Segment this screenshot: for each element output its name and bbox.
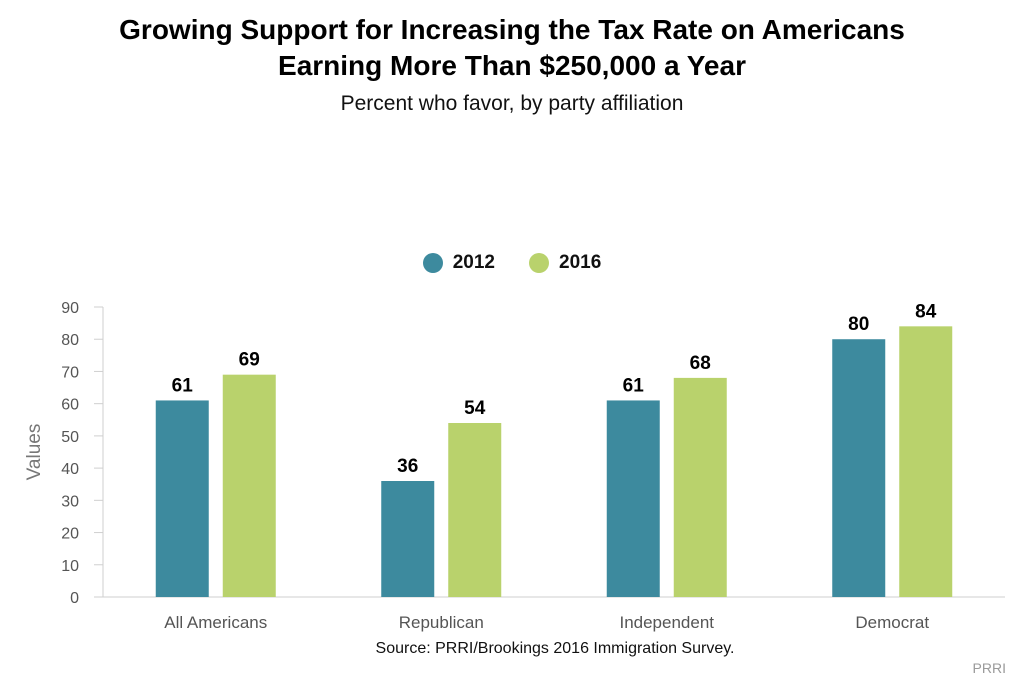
y-tick-label: 20 [61,526,79,543]
y-tick-label: 30 [61,493,79,510]
bar-2012 [606,400,660,597]
legend-swatch-2016 [529,253,549,273]
y-tick-label: 50 [61,429,79,446]
legend-swatch-2012 [422,253,443,273]
data-label-2012: 61 [623,375,645,396]
legend: 2012 2016 [0,252,1024,274]
chart-title-line-2: Earning More Than $250,000 a Year [278,50,746,81]
x-tick-label: Independent [619,613,714,632]
x-tick-label: Democrat [855,613,929,632]
bar-2012 [832,339,886,597]
y-tick-label: 70 [61,364,79,381]
bar-2012 [381,481,435,597]
data-label-2016: 68 [690,353,711,374]
data-label-2012: 80 [848,314,869,335]
bar-2016 [448,423,502,597]
chart-title: Growing Support for Increasing the Tax R… [0,12,1024,84]
legend-item-2012[interactable]: 2012 [422,252,495,274]
bar-2016 [222,374,276,597]
legend-label-2012: 2012 [452,252,495,273]
legend-label-2016: 2016 [559,252,602,273]
credit-label: PRRI [972,660,1006,676]
y-tick-label: 40 [61,461,79,478]
data-label-2012: 36 [397,456,418,477]
data-label-2016: 69 [239,350,260,371]
y-tick-label: 90 [61,300,79,317]
x-tick-label: Republican [399,613,484,632]
data-label-2016: 54 [464,398,486,419]
y-tick-label: 10 [61,558,79,575]
x-tick-label: All Americans [164,613,267,632]
bar-2016 [899,326,953,597]
data-label-2016: 84 [915,301,937,322]
y-tick-label: 80 [61,332,79,349]
bar-2012 [155,400,209,597]
data-label-2012: 61 [172,375,194,396]
y-tick-label: 0 [70,590,79,607]
chart-subtitle: Percent who favor, by party affiliation [340,92,684,115]
chart-title-line-1: Growing Support for Increasing the Tax R… [119,14,905,45]
legend-item-2016[interactable]: 2016 [529,252,601,274]
y-axis-title: Values [24,424,45,481]
y-tick-label: 60 [61,397,79,414]
source-note: Source: PRRI/Brookings 2016 Immigration … [375,640,735,657]
bar-2016 [673,377,727,597]
